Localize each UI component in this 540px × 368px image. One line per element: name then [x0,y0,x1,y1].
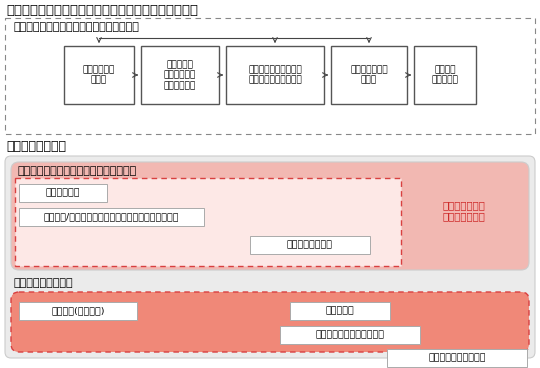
Text: 専門家評価: 専門家評価 [326,307,354,315]
Bar [141,46,219,104]
Text: ユーザーの
要求の明確化
（要求定義）: ユーザーの 要求の明確化 （要求定義） [164,60,196,90]
FancyBboxPatch shape [11,292,529,352]
Bar [414,46,476,104]
Bar [226,46,324,104]
Text: ユーザー要求に基づく
具体的設計・デザイン: ユーザー要求に基づく 具体的設計・デザイン [248,65,302,85]
Bar [64,46,134,104]
Bar [15,178,401,266]
Text: ペルソナ/シナリオ法によるデザインコンセプト開発: ペルソナ/シナリオ法によるデザインコンセプト開発 [44,212,179,222]
Text: パフォーマンステスト: パフォーマンステスト [428,354,486,362]
Text: 人間中心設計による開発サイクルとイードのサービス: 人間中心設計による開発サイクルとイードのサービス [6,4,198,17]
Text: プロトタイピング: プロトタイピング [287,241,333,250]
Bar [5,18,535,134]
Bar [19,184,107,202]
Bar [331,46,407,104]
Text: 人間中心設計の
啓蒙・教育事業: 人間中心設計の 啓蒙・教育事業 [443,200,485,222]
Bar [290,302,390,320]
Bar [19,302,137,320]
FancyBboxPatch shape [5,156,535,358]
FancyBboxPatch shape [11,162,529,270]
Bar [280,326,420,344]
Text: ユーザビリティ評価: ユーザビリティ評価 [13,278,72,288]
Text: 設計・デザイン
の評価: 設計・デザイン の評価 [350,65,388,85]
Text: ユーザー情報
の把握: ユーザー情報 の把握 [83,65,115,85]
Text: ユーザー調査: ユーザー調査 [46,188,80,198]
Text: イードのサービス: イードのサービス [6,140,66,153]
Text: 思考発話法ユーザーテスト: 思考発話法ユーザーテスト [315,330,384,340]
Text: 市場把握(競合分析): 市場把握(競合分析) [51,307,105,315]
Text: アフター
マーケット: アフター マーケット [431,65,458,85]
Bar [387,349,527,367]
Bar [250,236,370,254]
Text: 人間中心設計に基づいた製品開発サイクル: 人間中心設計に基づいた製品開発サイクル [13,22,139,32]
Text: 人間中心設計による製品・サービス開発: 人間中心設計による製品・サービス開発 [17,166,136,176]
Bar [19,208,204,226]
